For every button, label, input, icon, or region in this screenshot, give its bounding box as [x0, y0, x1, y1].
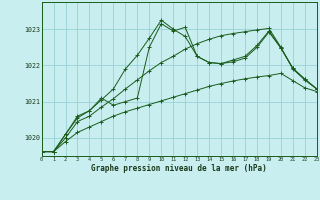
X-axis label: Graphe pression niveau de la mer (hPa): Graphe pression niveau de la mer (hPa)	[91, 164, 267, 173]
